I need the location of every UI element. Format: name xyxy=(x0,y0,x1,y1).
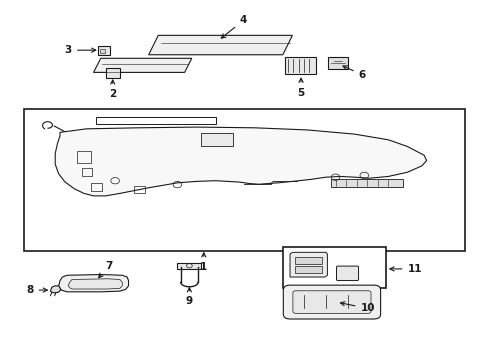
Bar xyxy=(96,117,215,123)
Text: 9: 9 xyxy=(185,288,193,306)
Bar xyxy=(77,151,91,163)
Bar xyxy=(91,183,102,190)
Text: 1: 1 xyxy=(200,253,207,272)
Bar xyxy=(330,179,402,187)
Polygon shape xyxy=(59,275,128,292)
Polygon shape xyxy=(55,127,426,196)
Polygon shape xyxy=(289,252,327,277)
Bar xyxy=(100,49,104,53)
Bar xyxy=(134,186,144,193)
FancyBboxPatch shape xyxy=(336,266,358,280)
Bar xyxy=(105,68,120,78)
Polygon shape xyxy=(93,58,191,72)
Text: 10: 10 xyxy=(340,302,374,314)
Bar xyxy=(294,257,321,264)
Text: 6: 6 xyxy=(342,66,365,80)
FancyBboxPatch shape xyxy=(283,285,380,319)
Bar xyxy=(285,57,316,74)
Text: 8: 8 xyxy=(26,285,47,295)
Polygon shape xyxy=(148,35,292,55)
Bar xyxy=(328,57,347,69)
Bar xyxy=(81,168,92,176)
Text: 4: 4 xyxy=(221,15,246,38)
FancyBboxPatch shape xyxy=(292,291,370,313)
Text: 11: 11 xyxy=(389,264,421,274)
Bar xyxy=(177,262,201,269)
Text: 3: 3 xyxy=(64,45,96,55)
Bar xyxy=(294,266,321,274)
Text: 2: 2 xyxy=(109,80,116,99)
Bar xyxy=(201,133,232,147)
Bar xyxy=(98,46,110,55)
Bar xyxy=(24,109,464,251)
Bar xyxy=(282,247,385,288)
Polygon shape xyxy=(50,286,61,293)
Text: 5: 5 xyxy=(297,78,304,98)
Text: 7: 7 xyxy=(99,261,113,278)
Polygon shape xyxy=(68,279,122,289)
